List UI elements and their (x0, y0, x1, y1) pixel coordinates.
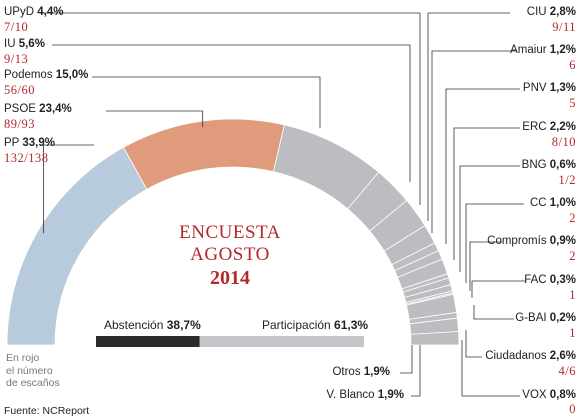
seats-vox: 0 (569, 402, 576, 416)
leader-bng (459, 165, 520, 272)
leader-pp (43, 144, 94, 234)
leader-upyd (40, 12, 421, 205)
leader-v-blanco (411, 345, 421, 397)
semicircle-slices (6, 118, 460, 346)
leader-ciu (427, 12, 510, 221)
label-ciu: CIU 2,8% (526, 6, 576, 18)
slice-pp (6, 146, 148, 346)
leader-ciudadanos (465, 330, 482, 358)
abstention-label: Abstención 38,7% (104, 318, 201, 332)
label-amaiur: Amaiur 1,2% (510, 44, 576, 56)
label-podemos: Podemos 15,0% (4, 69, 89, 81)
label-pnv: PNV 1,3% (522, 82, 576, 94)
leader-cc (465, 203, 524, 283)
seats-gbai: 1 (569, 326, 576, 340)
seats-cc: 2 (569, 211, 576, 225)
seats-note: En rojo el número de escaños (6, 352, 60, 389)
source-note: Fuente: NCReport (4, 405, 90, 417)
label-fac: FAC 0,3% (524, 274, 576, 286)
leader-fac (471, 280, 526, 298)
chart-title: ENCUESTA AGOSTO 2014 (179, 222, 281, 289)
seats-fac: 1 (569, 288, 576, 302)
seats-ciudadanos: 4/6 (558, 364, 576, 378)
seats-ciu: 9/11 (552, 20, 576, 34)
leader-amaiur (431, 50, 516, 233)
label-gbai: G-BAI 0,2% (515, 312, 576, 324)
label-psoe: PSOE 23,4% (4, 103, 72, 115)
slice-psoe (122, 118, 285, 190)
label-erc: ERC 2,2% (522, 121, 576, 133)
seats-erc: 8/10 (551, 135, 576, 149)
label-otros: Otros 1,9% (332, 366, 390, 378)
participation-label: Participación 61,3% (262, 318, 369, 332)
participation-bar (199, 336, 364, 347)
leader-erc (453, 127, 520, 260)
leader-pnv (445, 88, 520, 244)
label-compromis: Compromís 0,9% (487, 235, 576, 247)
label-bng: BNG 0,6% (521, 159, 576, 171)
abstention-bar (96, 336, 200, 347)
seats-compromis: 2 (569, 249, 576, 263)
seats-pp: 132/138 (4, 151, 49, 165)
label-vox: VOX 0,8% (522, 389, 576, 401)
leader-podemos (92, 76, 321, 128)
seats-upyd: 7/10 (4, 20, 29, 34)
leader-otros (400, 345, 413, 374)
leader-g-bai (473, 305, 514, 320)
label-iu: IU 5,6% (4, 38, 45, 50)
seats-iu: 9/13 (4, 52, 29, 66)
leader-psoe (106, 110, 204, 128)
label-cc: CC 1,0% (529, 197, 576, 209)
seats-podemos: 56/60 (4, 83, 35, 97)
leader-iu (52, 44, 411, 182)
label-vblanco: V. Blanco 1,9% (326, 389, 404, 401)
seats-pnv: 5 (569, 96, 576, 110)
seats-bng: 1/2 (558, 173, 576, 187)
seats-psoe: 89/93 (4, 117, 35, 131)
label-pp: PP 33,9% (4, 137, 55, 149)
leader-vox (461, 340, 520, 397)
leader-lines (40, 12, 526, 397)
label-upyd: UPyD 4,4% (4, 6, 64, 18)
label-ciudadanos: Ciudadanos 2,6% (485, 350, 576, 362)
seats-amaiur: 6 (569, 58, 576, 72)
slice-otros (410, 331, 460, 346)
leader-comprom-s (469, 241, 502, 291)
